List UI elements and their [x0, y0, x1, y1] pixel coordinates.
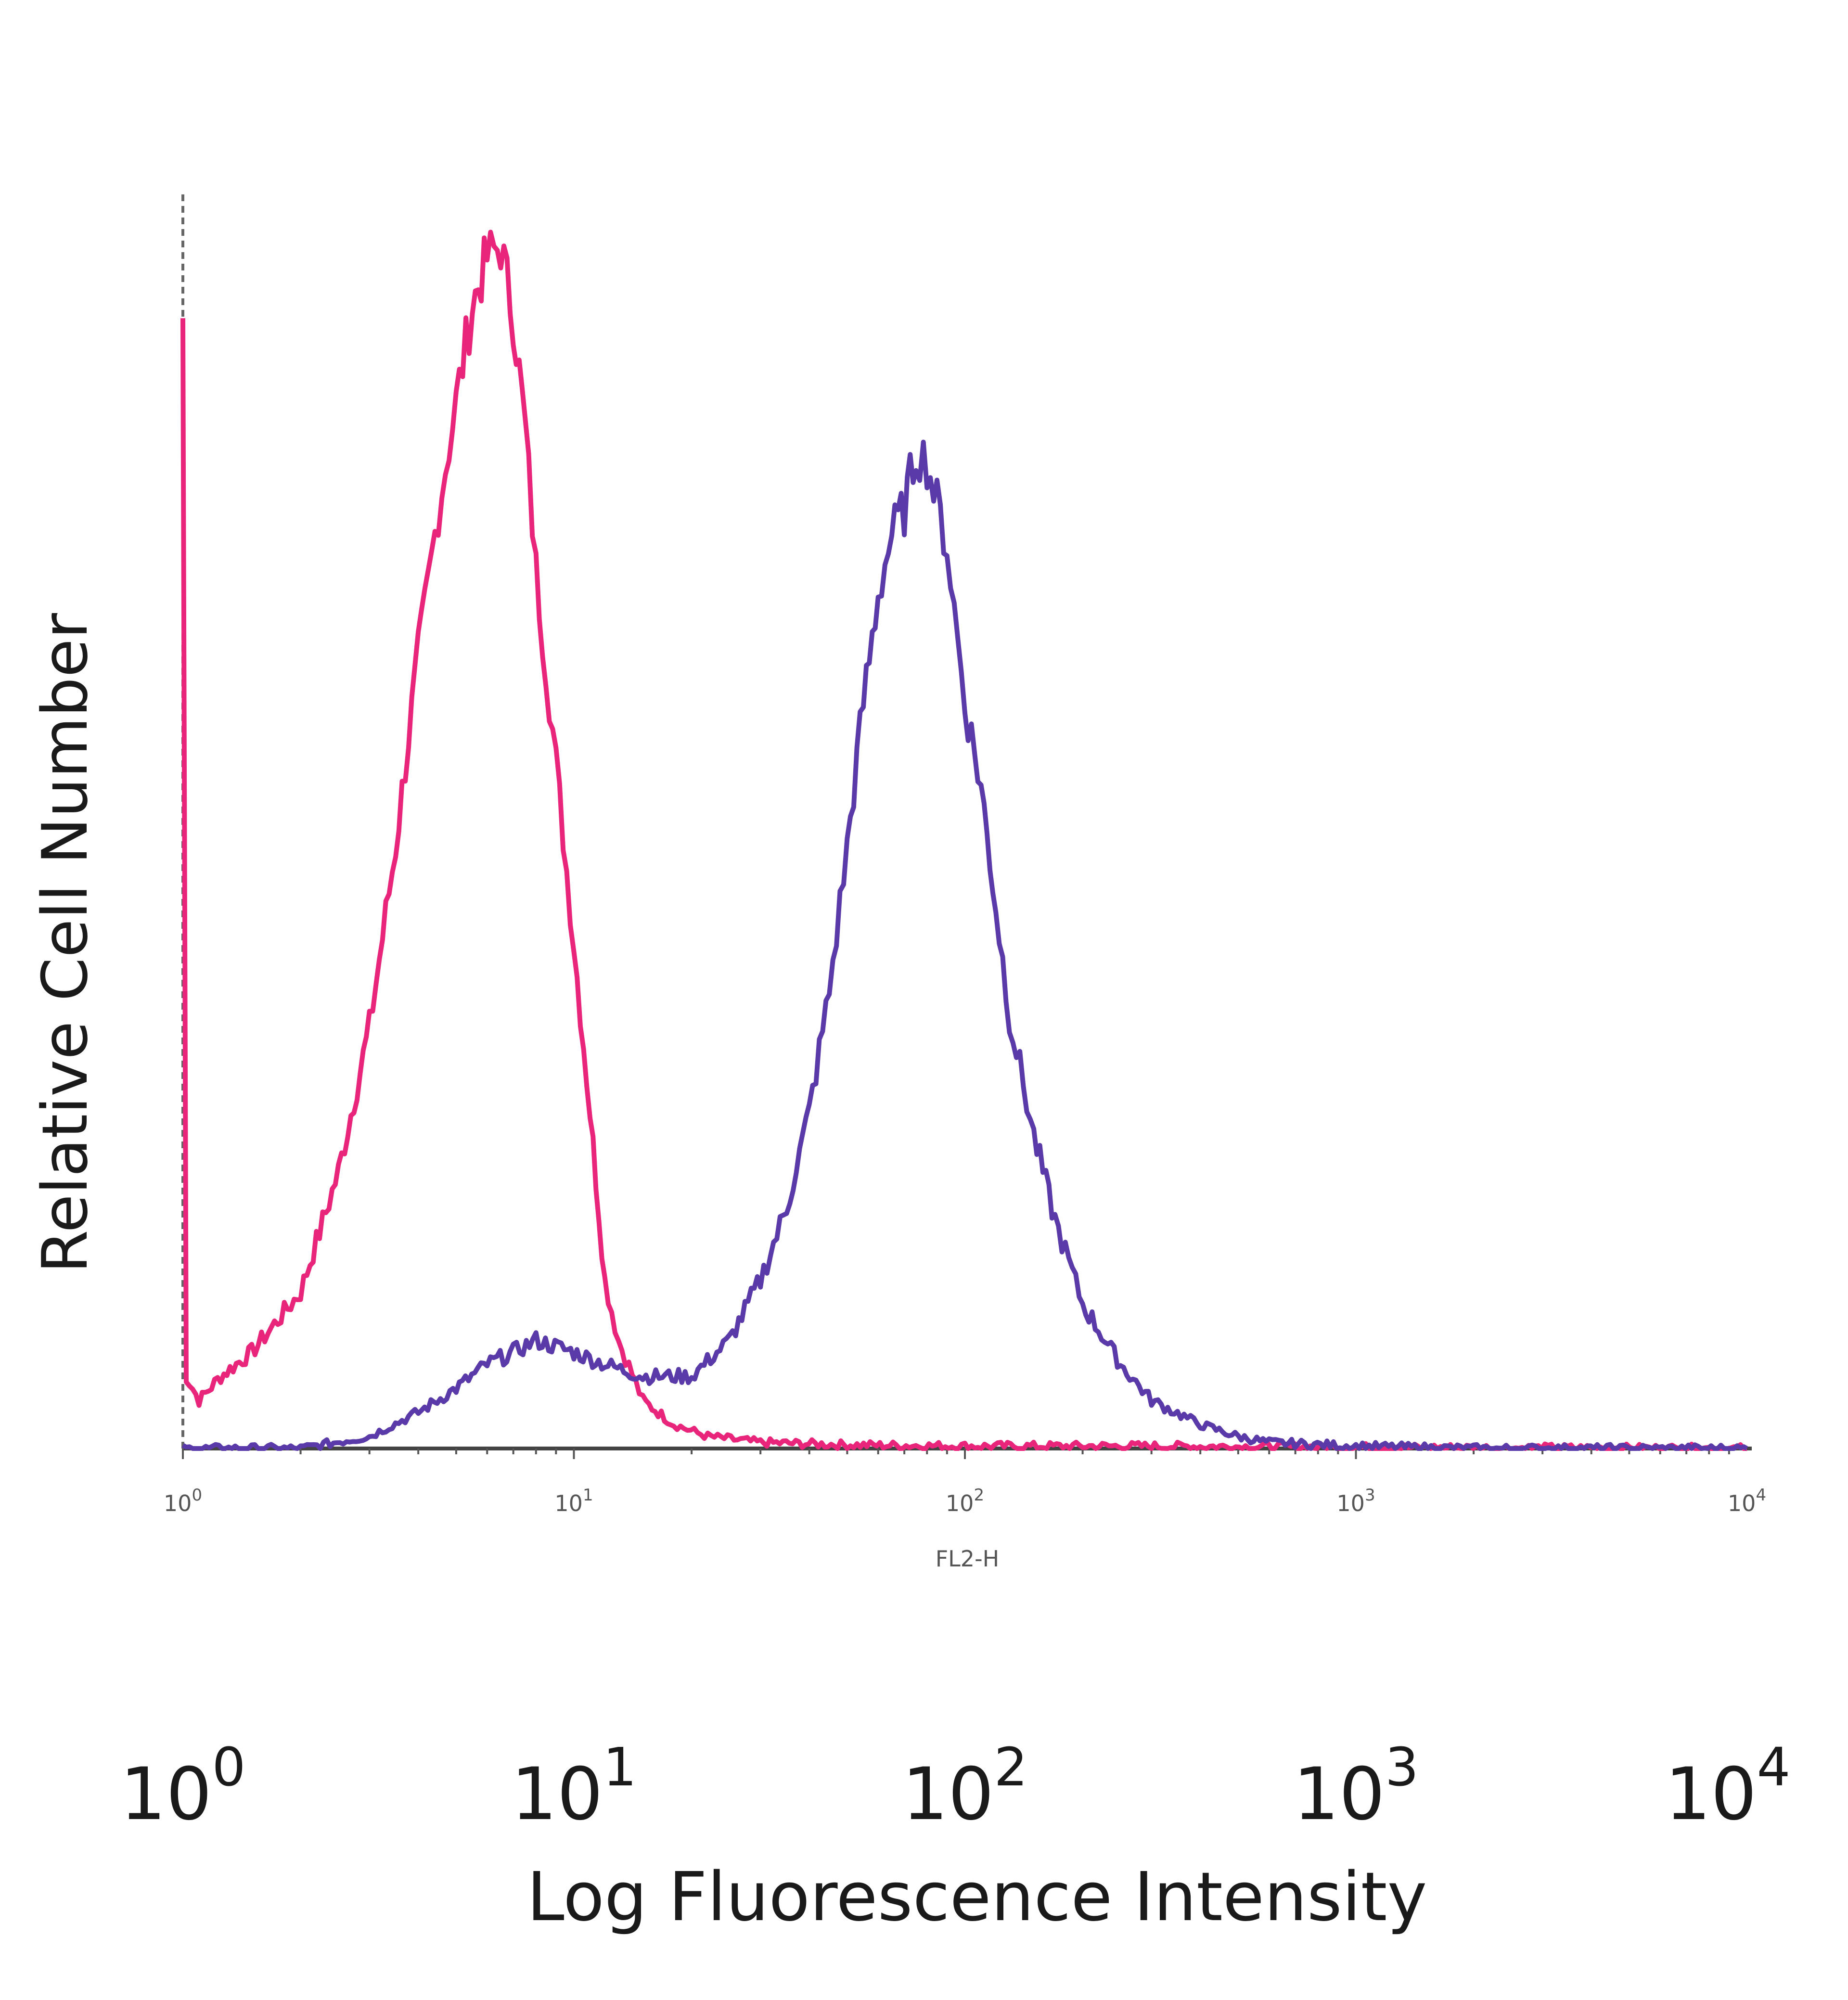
- x-tick-label: 102: [902, 1736, 1028, 1836]
- small-tick-label: 104: [1728, 1486, 1766, 1516]
- small-tick-label: 102: [946, 1486, 984, 1516]
- small-tick-label: 100: [164, 1486, 202, 1516]
- x-tick-label: 100: [120, 1736, 246, 1836]
- y-axis-label: Relative Cell Number: [28, 613, 102, 1273]
- series-line-2: [181, 439, 1748, 1451]
- x-tick-label: 101: [511, 1736, 637, 1836]
- plot-area: 100 101 102 103 104 100 101 102 103 104: [120, 192, 1791, 1836]
- small-tick-label: 101: [554, 1486, 593, 1516]
- x-tick-label: 104: [1665, 1736, 1791, 1836]
- parameter-label: FL2-H: [936, 1546, 1000, 1572]
- small-tick-label: 103: [1336, 1486, 1375, 1516]
- x-axis-label: Log Fluorescence Intensity: [527, 1858, 1427, 1936]
- x-tick-label: 103: [1293, 1736, 1419, 1836]
- series-line-1: [180, 230, 1747, 1451]
